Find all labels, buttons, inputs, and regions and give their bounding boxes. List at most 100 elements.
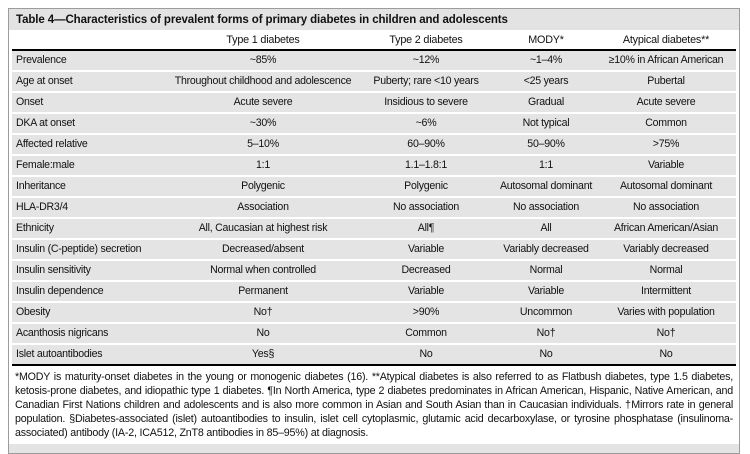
cell-value: No† [170,301,356,324]
diabetes-characteristics-table: Type 1 diabetes Type 2 diabetes MODY* At… [12,30,736,367]
row-label: Prevalence [12,50,170,72]
cell-value: No [170,322,356,345]
cell-value: No [496,343,596,367]
table-title: Table 4—Characteristics of prevalent for… [9,9,739,31]
cell-value: Association [170,196,356,219]
cell-value: All¶ [356,217,496,240]
table-card: Table 4—Characteristics of prevalent for… [8,8,740,454]
cell-value: 1:1 [496,154,596,177]
row-label: Obesity [12,301,170,324]
cell-value: Decreased [356,259,496,282]
table-body: Prevalence ~85% ~12% ~1–4% ≥10% in African A… [12,50,736,367]
table-row: Insulin sensitivity Normal when controlle… [12,259,736,282]
table-row: Acanthosis nigricans No Common No† No† [12,322,736,345]
cell-value: ~1–4% [496,50,596,72]
row-label: DKA at onset [12,112,170,135]
cell-value: Yes§ [170,343,356,367]
cell-value: Permanent [170,280,356,303]
row-label: Acanthosis nigricans [12,322,170,345]
cell-value: No association [596,196,736,219]
table-row: Affected relative 5–10% 60–90% 50–90% >75% [12,133,736,156]
cell-value: Decreased/absent [170,238,356,261]
cell-value: No association [356,196,496,219]
cell-value: No† [596,322,736,345]
cell-value: Variable [356,238,496,261]
column-header-type1: Type 1 diabetes [170,30,356,52]
cell-value: Acute severe [596,91,736,114]
cell-value: No association [496,196,596,219]
cell-value: Varies with population [596,301,736,324]
cell-value: Not typical [496,112,596,135]
header-row-label-spacer [12,30,170,52]
cell-value: Polygenic [356,175,496,198]
cell-value: All, Caucasian at highest risk [170,217,356,240]
cell-value: Variable [356,280,496,303]
table-row: Islet autoantibodies Yes§ No No No [12,343,736,367]
row-label: Insulin sensitivity [12,259,170,282]
cell-value: >90% [356,301,496,324]
column-header-mody: MODY* [496,30,596,52]
cell-value: Variably decreased [596,238,736,261]
cell-value: Acute severe [170,91,356,114]
cell-value: 1.1–1.8:1 [356,154,496,177]
cell-value: Autosomal dominant [496,175,596,198]
table-row: Inheritance Polygenic Polygenic Autosomal d… [12,175,736,198]
column-header-type2: Type 2 diabetes [356,30,496,52]
cell-value: Autosomal dominant [596,175,736,198]
table-row: Insulin dependence Permanent Variable Varia… [12,280,736,303]
cell-value: Normal when controlled [170,259,356,282]
cell-value: ~6% [356,112,496,135]
row-label: Female:male [12,154,170,177]
cell-value: Pubertal [596,70,736,93]
cell-value: <25 years [496,70,596,93]
cell-value: 60–90% [356,133,496,156]
table-row: DKA at onset ~30% ~6% Not typical Common [12,112,736,135]
cell-value: ≥10% in African American [596,50,736,72]
cell-value: Normal [596,259,736,282]
table-row: Ethnicity All, Caucasian at highest risk A… [12,217,736,240]
cell-value: ~12% [356,50,496,72]
cell-value: No [356,343,496,367]
cell-value: Common [596,112,736,135]
row-label: Ethnicity [12,217,170,240]
cell-value: Variably decreased [496,238,596,261]
table-row: Age at onset Throughout childhood and ado… [12,70,736,93]
cell-value: Throughout childhood and adolescence [170,70,356,93]
cell-value: 50–90% [496,133,596,156]
cell-value: Puberty; rare <10 years [356,70,496,93]
column-header-atypical: Atypical diabetes** [596,30,736,52]
cell-value: Intermittent [596,280,736,303]
row-label: Insulin (C-peptide) secretion [12,238,170,261]
cell-value: Gradual [496,91,596,114]
row-label: Age at onset [12,70,170,93]
cell-value: Normal [496,259,596,282]
table-row: HLA-DR3/4 Association No association No ass… [12,196,736,219]
cell-value: Common [356,322,496,345]
table-row: Onset Acute severe Insidious to severe Grad… [12,91,736,114]
cell-value: ~30% [170,112,356,135]
table-footnote: *MODY is maturity-onset diabetes in the … [9,366,739,444]
cell-value: African American/Asian [596,217,736,240]
cell-value: No† [496,322,596,345]
cell-value: 5–10% [170,133,356,156]
cell-value: Insidious to severe [356,91,496,114]
bottom-shade-strip [9,443,739,453]
cell-value: Variable [596,154,736,177]
cell-value: Polygenic [170,175,356,198]
row-label: Islet autoantibodies [12,343,170,367]
cell-value: Variable [496,280,596,303]
row-label: Affected relative [12,133,170,156]
row-label: Insulin dependence [12,280,170,303]
row-label: Onset [12,91,170,114]
cell-value: All [496,217,596,240]
table-row: Obesity No† >90% Uncommon Varies with popula… [12,301,736,324]
table-row: Prevalence ~85% ~12% ~1–4% ≥10% in African A… [12,50,736,72]
cell-value: ~85% [170,50,356,72]
table-row: Insulin (C-peptide) secretion Decreased/a… [12,238,736,261]
row-label: HLA-DR3/4 [12,196,170,219]
table-row: Female:male 1:1 1.1–1.8:1 1:1 Variable [12,154,736,177]
cell-value: >75% [596,133,736,156]
row-label: Inheritance [12,175,170,198]
cell-value: No [596,343,736,367]
cell-value: 1:1 [170,154,356,177]
